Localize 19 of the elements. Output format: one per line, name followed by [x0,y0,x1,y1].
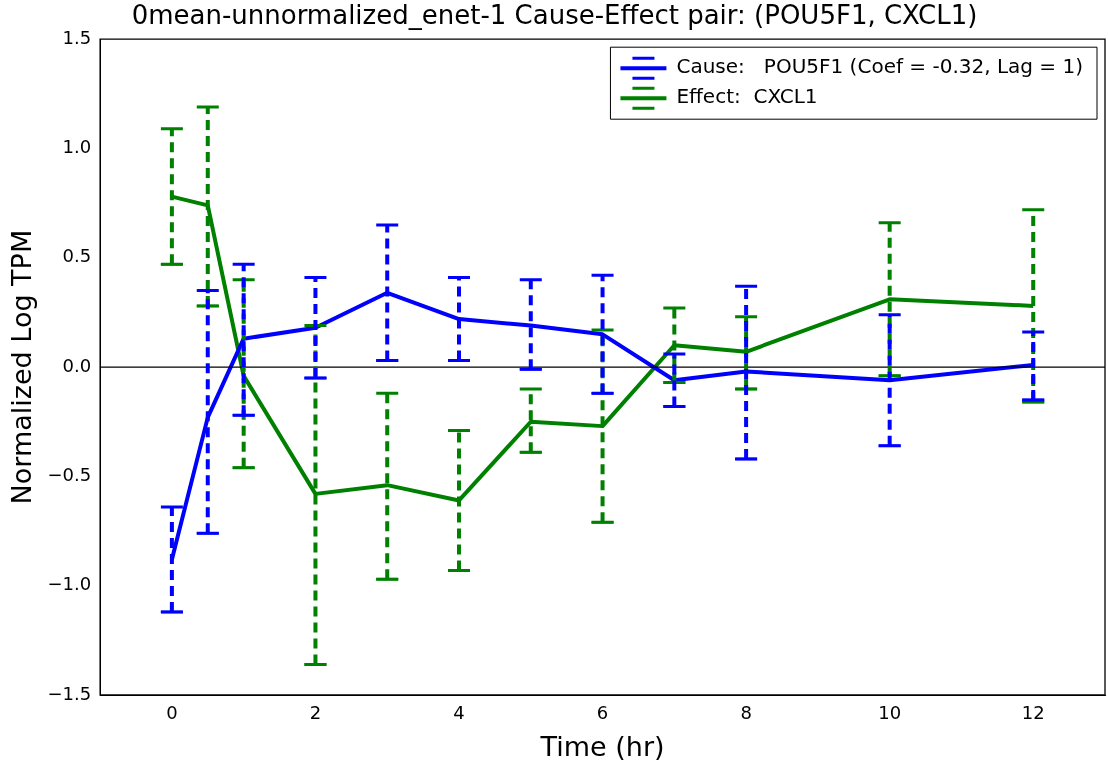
y-tick-label: −1.5 [47,682,92,704]
y-tick-label: 1.5 [62,26,92,48]
x-tick-label: 8 [740,702,752,724]
y-tick-label: −0.5 [47,464,92,486]
x-tick-label: 6 [596,702,609,724]
legend-label: Effect: CXCL1 [676,84,818,109]
x-tick-label: 2 [309,702,322,724]
x-tick-label: 12 [1021,702,1045,724]
chart-title: 0mean-unnormalized_enet-1 Cause-Effect pair: (POU5F1, CXCL1) [131,0,978,31]
x-tick-label: 10 [878,702,902,724]
x-axis-title: Time (hr) [539,730,665,762]
x-tick-label: 0 [166,702,178,724]
y-tick-label: 0.0 [62,354,92,376]
y-axis-title: Normalized Log TPM [6,229,38,505]
y-tick-label: 0.5 [62,245,92,267]
x-tick-label: 4 [453,702,465,724]
legend-label: Cause: POU5F1 (Coef = -0.32, Lag = 1) [676,54,1083,79]
y-tick-label: −1.0 [47,573,92,595]
y-tick-label: 1.0 [62,136,92,158]
